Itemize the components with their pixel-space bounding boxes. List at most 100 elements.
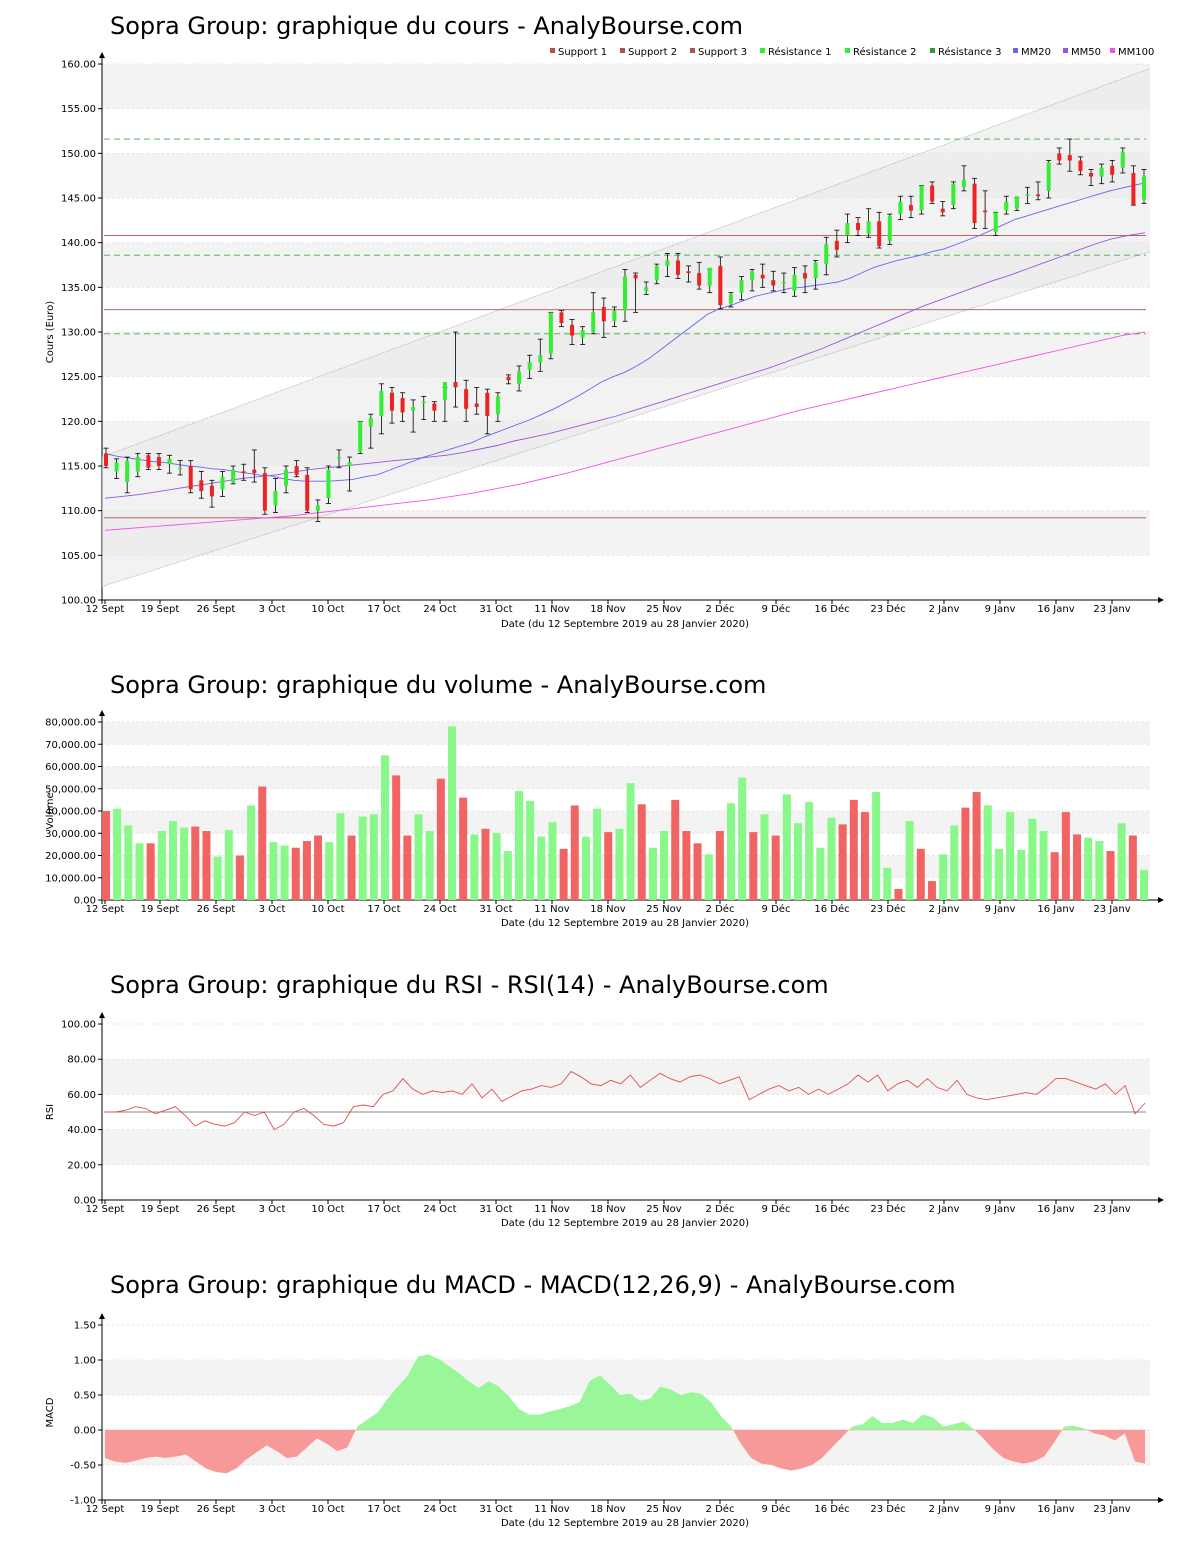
candle-body	[358, 421, 362, 451]
volume-bar	[671, 800, 679, 900]
candle-body	[581, 330, 585, 337]
volume-xtick-label: 2 Déc	[706, 903, 735, 915]
candle-body	[242, 471, 246, 473]
candle-body	[803, 273, 807, 278]
legend-item: Support 1	[550, 47, 607, 58]
volume-bar	[1129, 835, 1137, 900]
candle-body	[231, 470, 235, 483]
macd-xtick-label: 9 Janv	[985, 1504, 1016, 1515]
macd-xtick-label: 19 Sept	[141, 1504, 180, 1515]
volume-bar	[627, 783, 635, 900]
candle-body	[168, 459, 172, 464]
volume-xtick-label: 12 Sept	[86, 904, 125, 915]
volume-bar	[481, 829, 489, 900]
volume-ytick-label: 70,000.00	[45, 740, 96, 751]
price-trend-channel	[102, 68, 1150, 586]
volume-bar	[180, 828, 188, 900]
volume-bar	[1118, 823, 1126, 900]
candle-body	[454, 382, 458, 387]
volume-bar	[202, 831, 210, 900]
volume-xtick-label: 9 Janv	[985, 904, 1016, 915]
candle-body	[824, 244, 828, 264]
price-xtick-label: 19 Sept	[141, 604, 180, 615]
legend-swatch	[1110, 48, 1115, 53]
candle-body	[295, 466, 299, 475]
rsi-xtick-label: 12 Sept	[86, 1204, 125, 1215]
price-band	[102, 64, 1150, 109]
legend-label: MM100	[1118, 47, 1154, 58]
macd-ylabel: MACD	[45, 1397, 56, 1427]
volume-bar	[392, 775, 400, 900]
legend-item: MM20	[1013, 47, 1051, 58]
price-xlabel: Date (du 12 Septembre 2019 au 28 Janvier…	[501, 619, 749, 630]
volume-band	[102, 722, 1150, 744]
price-candle	[146, 453, 151, 469]
volume-chart: Sopra Group: graphique du volume - Analy…	[45, 671, 1164, 929]
price-candle	[887, 214, 892, 244]
volume-xtick-label: 24 Oct	[423, 904, 456, 915]
volume-bar	[749, 832, 757, 900]
legend-swatch	[760, 48, 765, 53]
candle-body	[549, 312, 553, 353]
rsi-ytick-label: 80.00	[67, 1055, 96, 1066]
macd-xtick-label: 9 Déc	[762, 1503, 791, 1515]
rsi-ytick-label: 60.00	[67, 1090, 96, 1101]
volume-xtick-label: 23 Déc	[870, 903, 905, 915]
volume-bar	[560, 849, 568, 900]
candle-body	[845, 223, 849, 236]
price-y-arrow	[99, 52, 105, 58]
volume-bar	[113, 809, 121, 900]
legend-label: Support 3	[698, 47, 747, 58]
macd-xtick-label: 31 Oct	[479, 1504, 512, 1515]
volume-ytick-label: 60,000.00	[45, 762, 96, 773]
volume-bar	[303, 841, 311, 900]
price-xtick-label: 9 Janv	[985, 604, 1016, 615]
price-xtick-label: 31 Oct	[479, 604, 512, 615]
candle-body	[337, 457, 341, 459]
price-ytick-label: 140.00	[61, 238, 96, 249]
price-xtick-label: 23 Janv	[1093, 604, 1130, 615]
volume-bar	[225, 830, 233, 900]
candle-body	[602, 307, 606, 321]
macd-xtick-label: 12 Sept	[86, 1504, 125, 1515]
volume-bar	[147, 843, 155, 900]
price-ytick-label: 130.00	[61, 328, 96, 339]
candle-body	[284, 470, 288, 486]
volume-bar	[615, 829, 623, 900]
macd-xtick-label: 23 Déc	[870, 1503, 905, 1515]
candle-body	[570, 325, 574, 336]
price-ytick-label: 150.00	[61, 149, 96, 160]
price-xtick-label: 12 Sept	[86, 604, 125, 615]
legend-item: Résistance 3	[930, 46, 1001, 58]
rsi-xtick-label: 18 Nov	[590, 1204, 626, 1215]
rsi-xtick-label: 25 Nov	[646, 1204, 682, 1215]
macd-chart: Sopra Group: graphique du MACD - MACD(12…	[45, 1271, 1164, 1529]
legend-label: MM50	[1071, 47, 1101, 58]
macd-ytick-label: 1.00	[74, 1356, 96, 1367]
price-xtick-label: 17 Oct	[367, 604, 400, 615]
macd-xtick-label: 23 Janv	[1093, 1504, 1130, 1515]
legend-swatch	[845, 48, 850, 53]
volume-xtick-label: 26 Sept	[197, 904, 236, 915]
volume-bar	[336, 813, 344, 900]
price-ytick-label: 125.00	[61, 372, 96, 383]
candle-body	[1036, 194, 1040, 196]
candle-body	[369, 418, 373, 427]
volume-bar	[493, 833, 501, 900]
volume-bar	[950, 825, 958, 900]
candle-body	[517, 371, 521, 384]
candle-body	[199, 480, 203, 491]
candle-body	[559, 312, 563, 323]
volume-bar	[191, 827, 199, 900]
volume-xtick-label: 19 Sept	[141, 904, 180, 915]
legend-label: MM20	[1021, 47, 1051, 58]
rsi-title: Sopra Group: graphique du RSI - RSI(14) …	[110, 971, 829, 999]
volume-bar	[705, 854, 713, 900]
volume-bar	[1028, 819, 1036, 900]
price-ytick-label: 145.00	[61, 194, 96, 205]
candle-body	[697, 273, 701, 286]
volume-bar	[526, 801, 534, 900]
candle-body	[496, 396, 500, 414]
rsi-xtick-label: 10 Oct	[311, 1204, 344, 1215]
legend-swatch	[690, 48, 695, 53]
